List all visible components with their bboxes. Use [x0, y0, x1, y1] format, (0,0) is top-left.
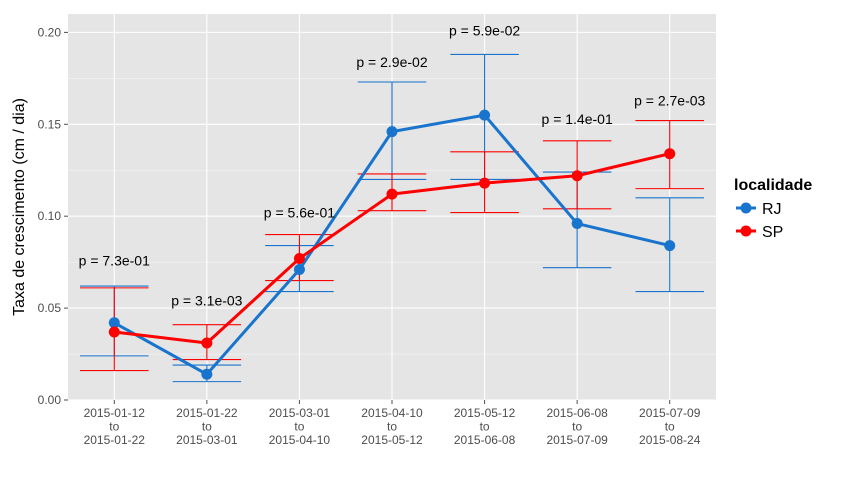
data-point-RJ	[386, 126, 398, 138]
data-point-SP	[293, 252, 305, 264]
x-tick-label-line: to	[480, 420, 490, 434]
data-point-SP	[571, 170, 583, 182]
x-tick-label-line: 2015-07-09	[639, 406, 701, 420]
p-value-label: p = 2.9e-02	[356, 54, 427, 70]
x-tick-label-line: 2015-08-24	[639, 433, 701, 447]
x-tick-label-line: 2015-04-10	[269, 433, 331, 447]
legend-label-RJ: RJ	[762, 201, 782, 218]
data-point-SP	[201, 337, 213, 349]
data-point-RJ	[664, 240, 676, 252]
x-tick-label: 2015-01-12 to 2015-01-22	[84, 406, 146, 447]
x-tick-label-line: to	[294, 420, 304, 434]
y-axis-label: Taxa de crescimento (cm / dia)	[11, 98, 28, 316]
p-value-label: p = 1.4e-01	[542, 111, 613, 127]
x-tick-label-line: 2015-05-12	[361, 433, 423, 447]
y-tick-label: 0.10	[38, 209, 62, 223]
y-axis-ticks: 0.00 0.05 0.10 0.15 0.20	[38, 25, 68, 407]
x-tick-label: 2015-03-01 to 2015-04-10	[269, 406, 331, 447]
x-tick-label-line: 2015-01-22	[176, 406, 238, 420]
x-tick-label-line: 2015-07-09	[546, 433, 608, 447]
legend: localidade RJ SP	[734, 177, 812, 241]
x-tick-label-line: to	[665, 420, 675, 434]
p-value-label: p = 2.7e-03	[634, 92, 705, 108]
p-value-label: p = 5.6e-01	[264, 205, 335, 221]
x-tick-label-line: to	[202, 420, 212, 434]
data-point-RJ	[108, 317, 120, 329]
legend-label-SP: SP	[762, 224, 783, 241]
y-tick-label: 0.05	[38, 301, 62, 315]
x-tick-label-line: 2015-05-12	[454, 406, 516, 420]
x-tick-label-line: to	[387, 420, 397, 434]
p-value-annotations: p = 7.3e-01 p = 3.1e-03 p = 5.6e-01 p = 2.9…	[79, 23, 706, 309]
legend-key-point-SP	[740, 225, 752, 237]
x-tick-label: 2015-05-12 to 2015-06-08	[454, 406, 516, 447]
x-tick-label: 2015-01-22 to 2015-03-01	[176, 406, 238, 447]
legend-title: localidade	[734, 177, 812, 194]
legend-key-point-RJ	[740, 202, 752, 214]
x-tick-label-line: 2015-06-08	[546, 406, 608, 420]
x-tick-label-line: to	[572, 420, 582, 434]
y-tick-label: 0.20	[38, 25, 62, 39]
data-point-SP	[664, 148, 676, 160]
series-points	[108, 109, 676, 380]
x-tick-label-line: to	[109, 420, 119, 434]
y-tick-label: 0.15	[38, 117, 62, 131]
x-tick-label-line: 2015-03-01	[176, 433, 238, 447]
x-tick-label-line: 2015-01-12	[84, 406, 146, 420]
x-tick-label: 2015-04-10 to 2015-05-12	[361, 406, 423, 447]
x-tick-label: 2015-07-09 to 2015-08-24	[639, 406, 701, 447]
data-point-SP	[479, 177, 491, 189]
x-tick-label-line: 2015-03-01	[269, 406, 331, 420]
x-tick-label-line: 2015-04-10	[361, 406, 423, 420]
y-tick-label: 0.00	[38, 393, 62, 407]
data-point-SP	[386, 188, 398, 200]
p-value-label: p = 3.1e-03	[171, 293, 242, 309]
data-point-RJ	[571, 218, 583, 230]
x-tick-label-line: 2015-01-22	[84, 433, 146, 447]
data-point-SP	[108, 326, 120, 338]
p-value-label: p = 5.9e-02	[449, 23, 520, 39]
p-value-label: p = 7.3e-01	[79, 252, 150, 268]
data-point-RJ	[479, 109, 491, 121]
x-tick-label: 2015-06-08 to 2015-07-09	[546, 406, 608, 447]
x-tick-label-line: 2015-06-08	[454, 433, 516, 447]
data-point-RJ	[201, 368, 213, 380]
data-point-RJ	[293, 263, 305, 275]
